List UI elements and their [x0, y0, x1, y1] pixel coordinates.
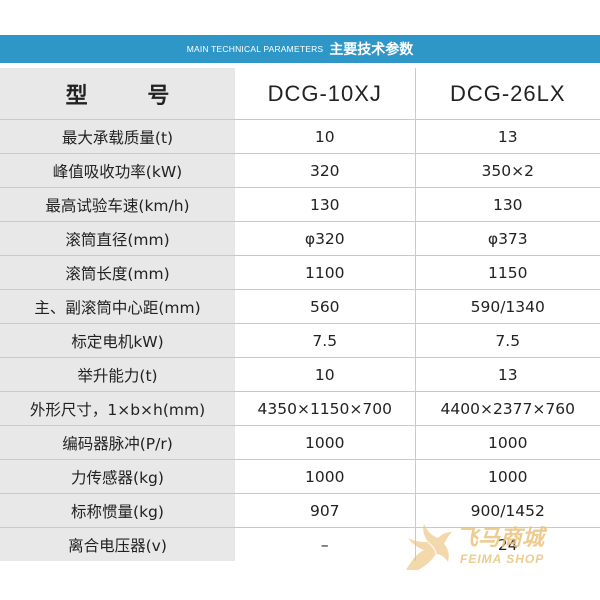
param-label: 最大承载质量(t) [0, 119, 235, 154]
spec-table: 型 号 DCG-10XJ DCG-26LX 最大承载质量(t) 10 13 峰值… [0, 68, 600, 561]
value-model-1: 4350×1150×700 [235, 391, 416, 426]
value-model-2: 1000 [415, 459, 600, 494]
table-row: 标称惯量(kg) 907 900/1452 [0, 493, 600, 528]
banner-title-cn: 主要技术参数 [329, 42, 414, 58]
table-row: 举升能力(t) 10 13 [0, 357, 600, 392]
value-model-2: 13 [415, 357, 600, 392]
param-label: 峰值吸收功率(kW) [0, 153, 235, 188]
value-model-1: 10 [235, 119, 416, 154]
param-label: 举升能力(t) [0, 357, 235, 392]
value-model-2: 13 [415, 119, 600, 154]
table-row: 离合电压器(v) – 24 [0, 527, 600, 561]
table-row: 峰值吸收功率(kW) 320 350×2 [0, 153, 600, 188]
value-model-2: 130 [415, 187, 600, 222]
value-model-1: 1000 [235, 459, 416, 494]
param-label: 滚筒长度(mm) [0, 255, 235, 290]
param-label: 最高试验车速(km/h) [0, 187, 235, 222]
value-model-2: 350×2 [415, 153, 600, 188]
value-model-1: 560 [235, 289, 416, 324]
banner-title-en: MAIN TECHNICAL PARAMETERS [186, 44, 324, 54]
table-row: 最大承载质量(t) 10 13 [0, 119, 600, 154]
param-label: 外形尺寸，1×b×h(mm) [0, 391, 235, 426]
table-row: 滚筒直径(mm) φ320 φ373 [0, 221, 600, 256]
param-label: 滚筒直径(mm) [0, 221, 235, 256]
value-model-2: 24 [497, 535, 518, 554]
section-banner: MAIN TECHNICAL PARAMETERS 主要技术参数 [0, 35, 600, 63]
value-model-2: 590/1340 [415, 289, 600, 324]
value-model-2: 1000 [415, 425, 600, 460]
param-label: 标定电机kW) [0, 323, 235, 358]
value-model-1: 130 [235, 187, 416, 222]
header-model-2: DCG-26LX [415, 68, 600, 120]
value-model-1: φ320 [235, 221, 416, 256]
value-model-1: 7.5 [235, 323, 416, 358]
header-param-cell: 型 号 [0, 68, 235, 120]
value-model-1: 1000 [235, 425, 416, 460]
value-model-1: 1100 [235, 255, 416, 290]
value-model-2: 4400×2377×760 [415, 391, 600, 426]
header-model-1: DCG-10XJ [235, 68, 416, 120]
value-model-1: 10 [235, 357, 416, 392]
value-model-2: 900/1452 [415, 493, 600, 528]
table-row: 力传感器(kg) 1000 1000 [0, 459, 600, 494]
value-model-2: 1150 [415, 255, 600, 290]
table-row: 标定电机kW) 7.5 7.5 [0, 323, 600, 358]
table-row: 外形尺寸，1×b×h(mm) 4350×1150×700 4400×2377×7… [0, 391, 600, 426]
value-model-1: – [235, 527, 416, 561]
value-model-2: 7.5 [415, 323, 600, 358]
param-label: 力传感器(kg) [0, 459, 235, 494]
param-label: 编码器脉冲(P/r) [0, 425, 235, 460]
table-row: 最高试验车速(km/h) 130 130 [0, 187, 600, 222]
table-row: 滚筒长度(mm) 1100 1150 [0, 255, 600, 290]
value-model-2: φ373 [415, 221, 600, 256]
table-header-row: 型 号 DCG-10XJ DCG-26LX [0, 68, 600, 120]
value-model-1: 907 [235, 493, 416, 528]
param-label: 主、副滚筒中心距(mm) [0, 289, 235, 324]
table-row: 编码器脉冲(P/r) 1000 1000 [0, 425, 600, 460]
param-label: 标称惯量(kg) [0, 493, 235, 528]
table-row: 主、副滚筒中心距(mm) 560 590/1340 [0, 289, 600, 324]
param-label: 离合电压器(v) [0, 527, 235, 561]
value-model-1: 320 [235, 153, 416, 188]
